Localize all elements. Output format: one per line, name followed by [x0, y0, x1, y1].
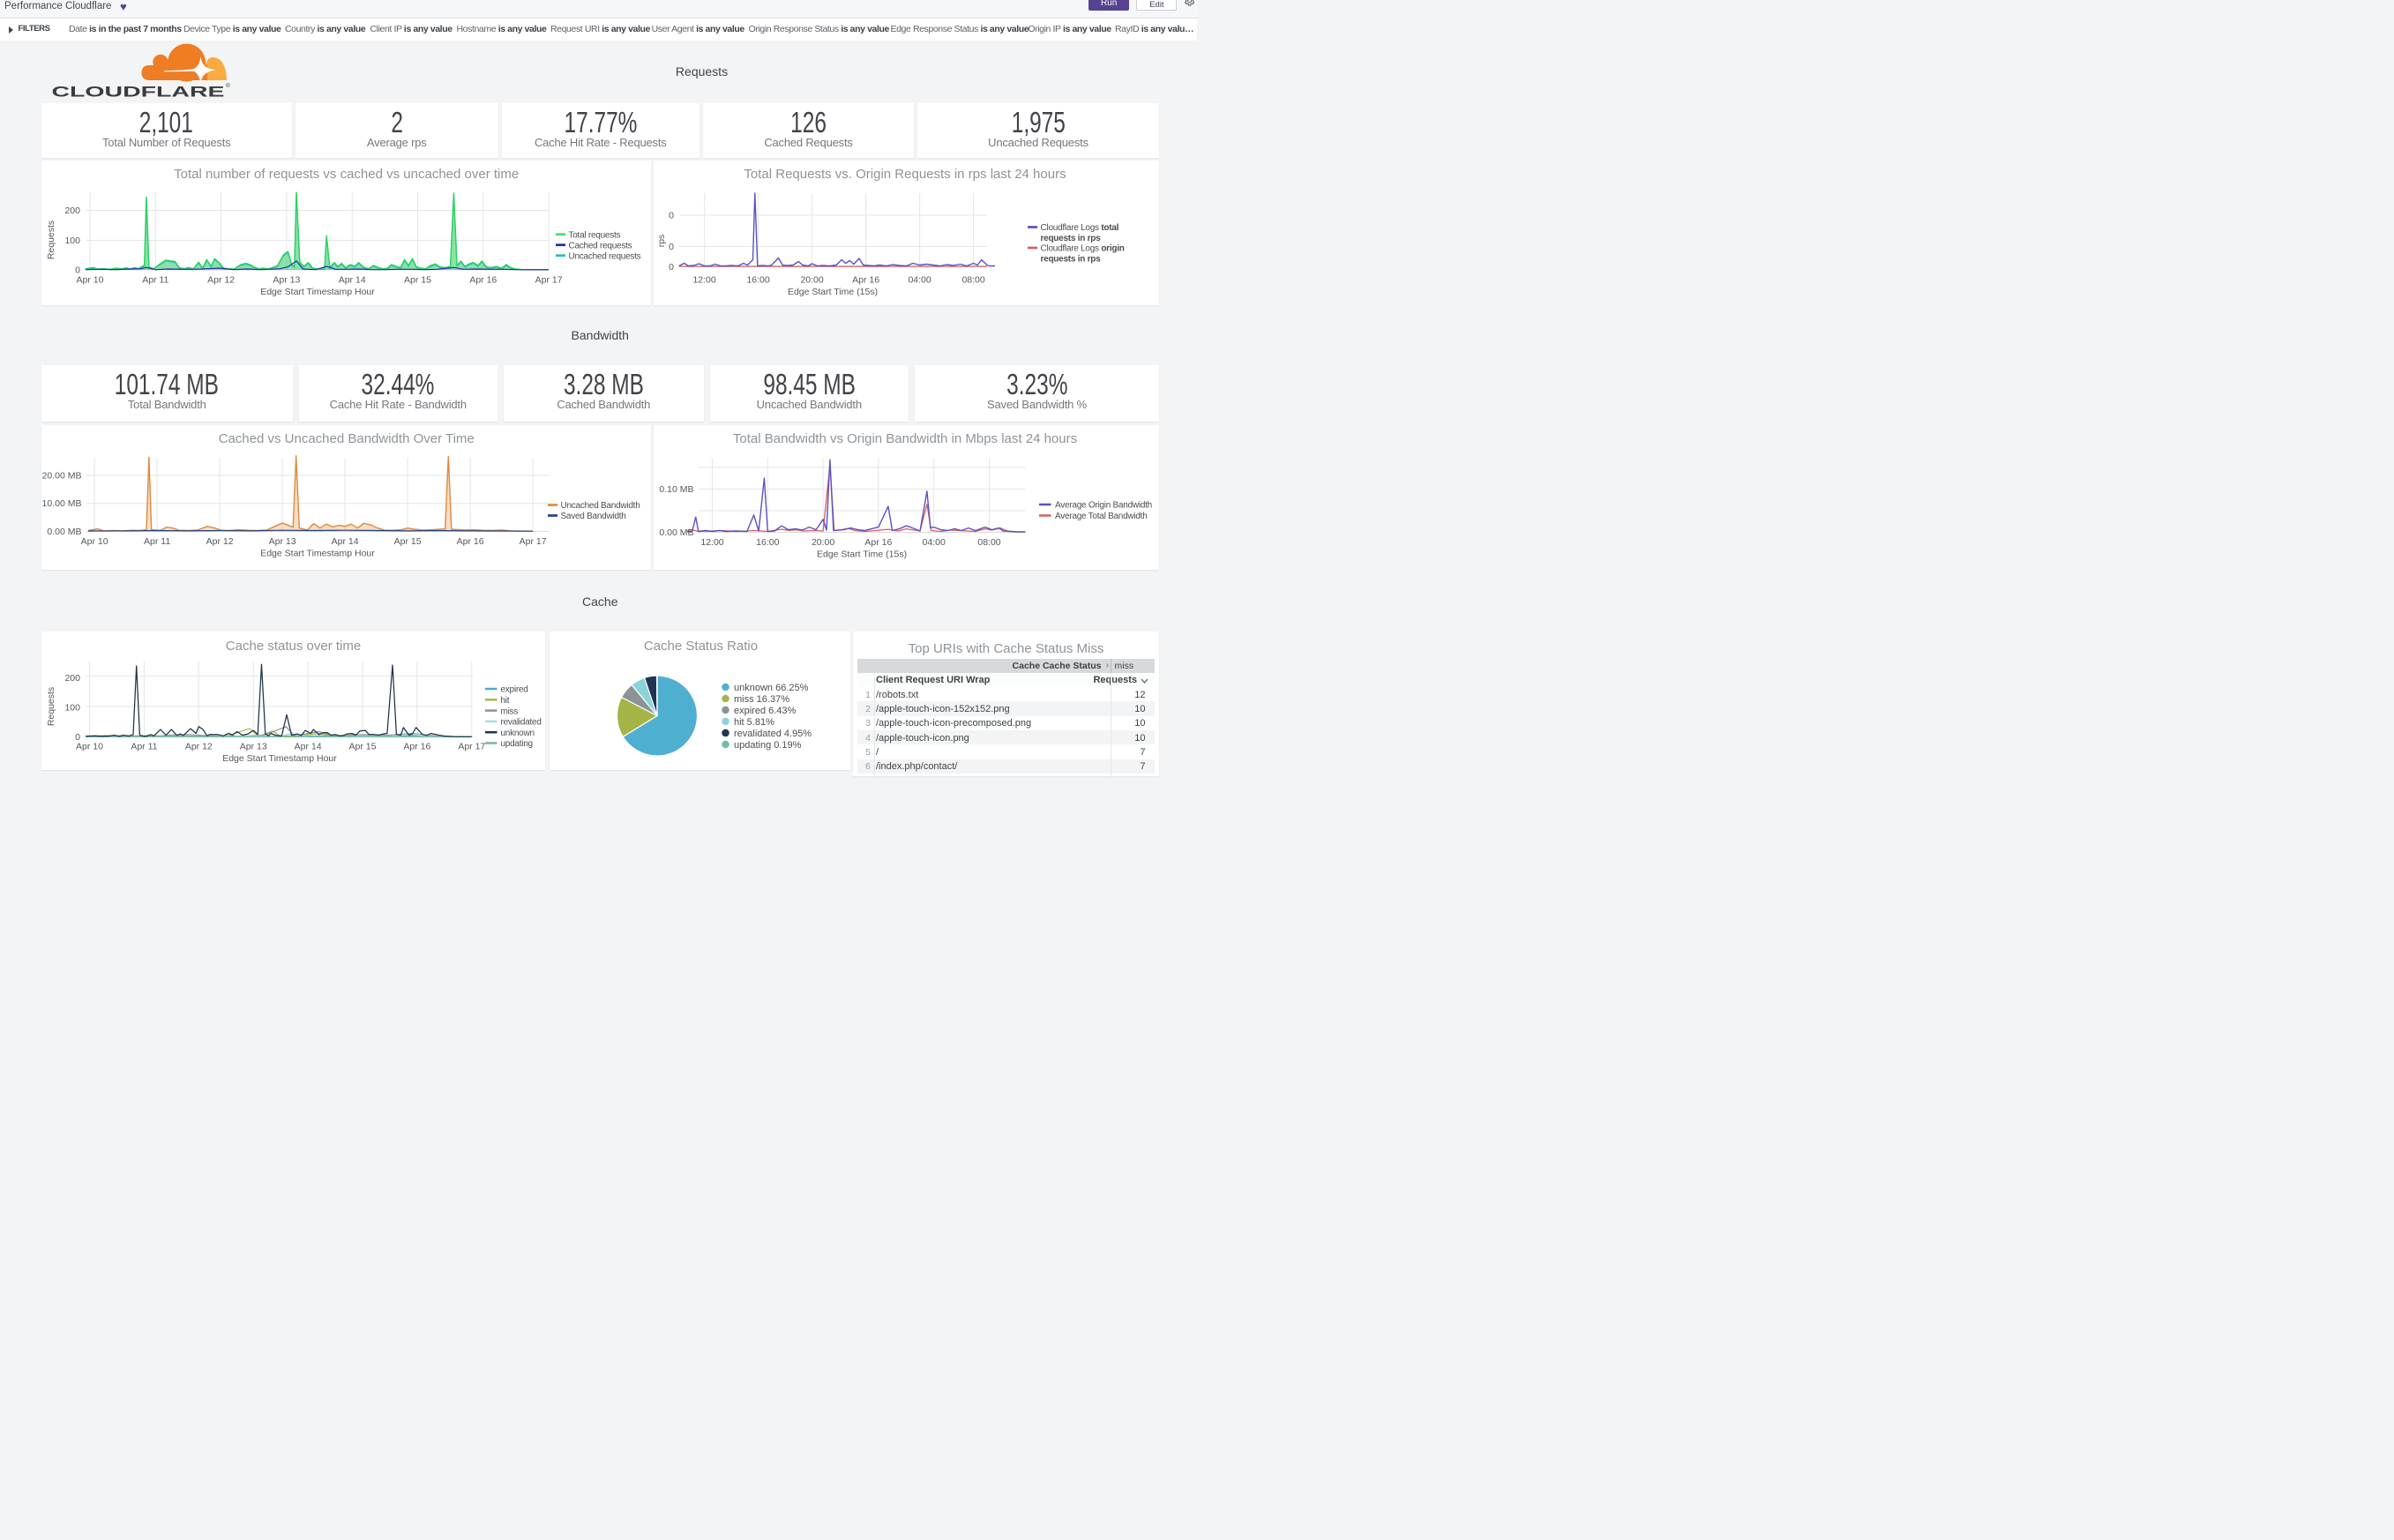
svg-text:Apr 12: Apr 12: [207, 275, 235, 286]
svg-text:Average Origin Bandwidth: Average Origin Bandwidth: [1055, 500, 1152, 510]
svg-text:Cache Status Ratio: Cache Status Ratio: [644, 639, 758, 654]
svg-text:Apr 15: Apr 15: [404, 275, 431, 286]
svg-text:®: ®: [226, 82, 230, 89]
svg-text:Apr 16: Apr 16: [456, 536, 483, 547]
svg-text:Requests: Requests: [46, 221, 56, 259]
svg-text:Apr 13: Apr 13: [268, 536, 296, 547]
svg-text:Uncached Bandwidth: Uncached Bandwidth: [560, 501, 640, 511]
svg-text:Total Requests vs. Origin Requ: Total Requests vs. Origin Requests in rp…: [744, 167, 1066, 182]
svg-text:100: 100: [64, 235, 80, 246]
svg-text:Apr 15: Apr 15: [393, 536, 421, 547]
svg-text:revalidated 4.95%: revalidated 4.95%: [734, 729, 812, 739]
svg-text:Uncached requests: Uncached requests: [568, 251, 640, 261]
svg-text:Edge Start Time (15s): Edge Start Time (15s): [788, 287, 878, 297]
svg-text:Total Bandwidth vs Origin Band: Total Bandwidth vs Origin Bandwidth in M…: [733, 431, 1077, 446]
svg-text:Average Total Bandwidth: Average Total Bandwidth: [1055, 512, 1148, 521]
svg-text:Apr 11: Apr 11: [131, 742, 157, 752]
svg-text:04:00: 04:00: [908, 275, 931, 286]
svg-text:Apr 17: Apr 17: [458, 742, 485, 752]
svg-text:requests in rps: requests in rps: [1041, 234, 1102, 243]
svg-text:Apr 14: Apr 14: [294, 742, 321, 752]
svg-text:Apr 10: Apr 10: [76, 275, 103, 286]
svg-text:Total requests: Total requests: [568, 230, 620, 240]
svg-text:0: 0: [669, 262, 674, 273]
svg-text:0.00 MB: 0.00 MB: [659, 527, 693, 538]
svg-text:Apr 12: Apr 12: [184, 742, 212, 752]
svg-text:Requests: Requests: [46, 687, 56, 726]
svg-text:Apr 14: Apr 14: [331, 536, 358, 547]
svg-text:16:00: 16:00: [756, 537, 779, 548]
svg-text:10.00 MB: 10.00 MB: [41, 498, 81, 509]
svg-text:expired: expired: [500, 685, 527, 695]
svg-text:expired 6.43%: expired 6.43%: [734, 706, 797, 716]
svg-text:0: 0: [669, 242, 674, 252]
svg-text:unknown 66.25%: unknown 66.25%: [734, 683, 809, 693]
svg-text:Edge Start Timestamp Hour: Edge Start Timestamp Hour: [260, 287, 375, 297]
svg-text:100: 100: [64, 702, 80, 713]
svg-text:Apr 16: Apr 16: [852, 275, 879, 286]
svg-text:Cache status over time: Cache status over time: [225, 639, 360, 654]
svg-text:0: 0: [75, 732, 80, 743]
svg-text:CLOUDFLARE: CLOUDFLARE: [52, 84, 225, 100]
svg-text:Total number of requests vs ca: Total number of requests vs cached vs un…: [174, 167, 519, 182]
svg-text:miss 16.37%: miss 16.37%: [734, 694, 789, 705]
svg-text:Apr 15: Apr 15: [348, 742, 376, 752]
svg-text:Apr 16: Apr 16: [403, 742, 430, 752]
svg-text:Apr 13: Apr 13: [273, 275, 300, 286]
svg-text:Apr 16: Apr 16: [469, 275, 497, 286]
svg-text:unknown: unknown: [500, 729, 534, 738]
svg-text:Apr 16: Apr 16: [864, 537, 892, 548]
svg-text:Apr 17: Apr 17: [535, 275, 562, 286]
svg-text:16:00: 16:00: [746, 275, 769, 286]
svg-text:Cached requests: Cached requests: [568, 241, 632, 250]
svg-text:Edge Start Timestamp Hour: Edge Start Timestamp Hour: [222, 753, 337, 764]
svg-text:0: 0: [75, 265, 80, 276]
svg-text:rps: rps: [656, 235, 667, 248]
svg-text:20:00: 20:00: [800, 275, 823, 286]
svg-text:Apr 11: Apr 11: [144, 536, 170, 547]
svg-text:12:00: 12:00: [692, 275, 715, 286]
svg-text:updating: updating: [500, 739, 532, 749]
svg-text:08:00: 08:00: [977, 537, 1000, 548]
svg-text:Cloudflare Logs total: Cloudflare Logs total: [1041, 223, 1119, 233]
svg-text:hit: hit: [500, 696, 509, 706]
svg-text:0.10 MB: 0.10 MB: [659, 484, 693, 495]
svg-text:Apr 11: Apr 11: [142, 275, 168, 286]
svg-text:Apr 14: Apr 14: [338, 275, 365, 286]
svg-text:200: 200: [64, 673, 80, 684]
svg-text:Cloudflare Logs origin: Cloudflare Logs origin: [1041, 244, 1125, 254]
svg-text:Apr 10: Apr 10: [76, 742, 103, 752]
svg-text:Apr 17: Apr 17: [519, 536, 546, 547]
svg-text:20.00 MB: 20.00 MB: [41, 470, 81, 481]
svg-text:04:00: 04:00: [923, 537, 946, 548]
svg-text:revalidated: revalidated: [500, 718, 541, 728]
svg-text:200: 200: [64, 206, 80, 216]
svg-text:requests in rps: requests in rps: [1041, 254, 1102, 264]
svg-text:08:00: 08:00: [961, 275, 984, 286]
svg-text:0.00 MB: 0.00 MB: [47, 527, 81, 537]
svg-text:Apr 12: Apr 12: [206, 536, 233, 547]
svg-text:Edge Start Time (15s): Edge Start Time (15s): [817, 549, 907, 559]
svg-text:Cached vs Uncached Bandwidth O: Cached vs Uncached Bandwidth Over Time: [218, 431, 474, 446]
svg-text:20:00: 20:00: [812, 537, 834, 548]
svg-text:Edge Start Timestamp Hour: Edge Start Timestamp Hour: [260, 548, 375, 558]
svg-text:miss: miss: [500, 706, 518, 716]
svg-text:Saved Bandwidth: Saved Bandwidth: [560, 512, 625, 521]
svg-text:12:00: 12:00: [700, 537, 723, 548]
svg-text:updating 0.19%: updating 0.19%: [734, 740, 802, 751]
svg-text:Apr 10: Apr 10: [80, 536, 108, 547]
svg-text:hit 5.81%: hit 5.81%: [734, 717, 774, 728]
svg-text:Apr 13: Apr 13: [239, 742, 266, 752]
svg-text:0: 0: [669, 211, 674, 221]
